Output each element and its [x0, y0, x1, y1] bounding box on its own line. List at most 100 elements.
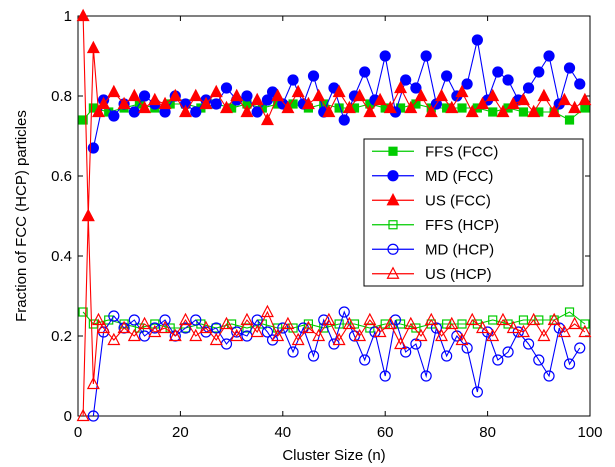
data-point-md-hcp — [563, 358, 576, 370]
x-tick-label: 60 — [377, 424, 394, 441]
data-point-us-hcp — [537, 328, 551, 342]
data-point-md-fcc — [522, 82, 535, 94]
data-point-us-hcp — [496, 312, 510, 326]
data-point-md-hcp — [441, 350, 453, 362]
data-point-md-fcc — [379, 50, 391, 62]
data-point-us-hcp — [148, 324, 162, 338]
data-point-us-fcc — [383, 100, 397, 114]
legend-swatch-marker — [388, 146, 398, 156]
data-point-us-hcp — [219, 316, 233, 330]
y-tick-label: 1 — [64, 8, 72, 25]
data-point-md-hcp — [190, 314, 202, 326]
data-point-us-hcp — [332, 332, 346, 346]
legend-item-ffs-fcc: FFS (FCC) — [372, 143, 498, 160]
data-point-ffs-hcp — [457, 319, 467, 329]
data-point-us-fcc — [250, 92, 264, 106]
data-point-us-fcc — [301, 96, 315, 110]
data-point-us-fcc — [179, 104, 193, 118]
data-point-md-fcc — [441, 70, 453, 82]
data-point-us-fcc — [322, 104, 336, 118]
data-point-us-hcp — [76, 408, 90, 422]
data-point-md-fcc — [492, 66, 504, 78]
legend-label: US (FCC) — [425, 192, 491, 209]
data-point-md-hcp — [492, 354, 504, 366]
data-point-md-hcp — [420, 370, 432, 382]
data-point-us-fcc — [107, 84, 121, 98]
data-point-md-fcc — [574, 78, 586, 90]
data-point-md-hcp — [522, 338, 535, 350]
data-point-us-hcp — [291, 332, 305, 346]
data-point-us-fcc — [578, 92, 592, 106]
data-point-us-fcc — [506, 96, 520, 110]
data-point-us-hcp — [404, 316, 418, 330]
data-point-us-fcc — [475, 96, 489, 110]
data-point-us-fcc — [332, 84, 346, 98]
data-point-md-hcp — [533, 354, 545, 366]
data-point-us-fcc — [342, 100, 356, 114]
series-us-hcp — [76, 208, 592, 422]
data-point-us-hcp — [138, 316, 152, 330]
data-point-us-hcp — [250, 324, 264, 338]
data-point-md-hcp — [543, 370, 555, 382]
data-point-us-hcp — [240, 312, 254, 326]
data-point-us-hcp — [322, 312, 336, 326]
data-point-ffs-hcp — [488, 315, 498, 325]
x-axis-label: Cluster Size (n) — [282, 447, 385, 464]
legend-label: MD (HCP) — [425, 241, 494, 258]
data-point-us-fcc — [291, 84, 305, 98]
data-point-us-fcc — [138, 100, 152, 114]
data-point-md-hcp — [379, 370, 391, 382]
data-point-us-fcc — [271, 88, 285, 102]
data-point-us-hcp — [547, 312, 561, 326]
legend-box — [363, 138, 584, 287]
data-point-us-fcc — [445, 100, 459, 114]
data-point-ffs-hcp — [580, 319, 590, 329]
data-point-md-hcp — [359, 354, 371, 366]
data-point-us-fcc — [76, 8, 90, 22]
data-point-md-fcc — [359, 66, 371, 78]
y-tick-label: 0 — [64, 408, 72, 425]
data-point-us-hcp — [465, 312, 479, 326]
y-tick-label: 0.2 — [51, 328, 72, 345]
data-point-us-hcp — [424, 312, 438, 326]
data-point-md-hcp — [128, 314, 140, 326]
data-point-md-fcc — [461, 78, 473, 90]
data-point-md-fcc — [307, 70, 320, 82]
data-point-us-fcc — [281, 100, 295, 114]
data-point-md-fcc — [210, 98, 222, 110]
legend-label: US (HCP) — [425, 266, 492, 283]
data-point-md-fcc — [128, 106, 140, 118]
data-point-us-hcp — [189, 328, 203, 342]
data-point-us-hcp — [373, 324, 387, 338]
data-point-us-hcp — [158, 320, 172, 334]
data-point-md-fcc — [533, 66, 545, 78]
data-point-us-hcp — [179, 312, 193, 326]
data-point-us-hcp — [475, 320, 489, 334]
legend-swatch-marker — [388, 220, 398, 230]
data-point-md-fcc — [543, 50, 555, 62]
data-point-ffs-fcc — [518, 107, 529, 117]
data-point-us-fcc — [199, 96, 213, 110]
data-point-md-hcp — [307, 350, 320, 362]
data-point-md-fcc — [220, 82, 233, 94]
data-point-ffs-hcp — [518, 315, 529, 325]
legend-swatch-marker — [387, 170, 399, 182]
data-point-us-hcp — [230, 328, 244, 342]
data-point-us-fcc — [414, 88, 428, 102]
y-tick-label: 0.8 — [51, 88, 72, 105]
data-point-md-fcc — [190, 106, 202, 118]
data-point-md-fcc — [108, 110, 120, 122]
data-point-md-fcc — [563, 62, 576, 74]
data-point-us-fcc — [219, 100, 233, 114]
data-point-us-hcp — [271, 328, 285, 342]
data-point-us-fcc — [168, 88, 182, 102]
series-us-fcc — [76, 8, 592, 222]
data-point-us-fcc — [260, 112, 274, 126]
data-point-us-fcc — [547, 104, 561, 118]
data-point-us-hcp — [117, 320, 131, 334]
data-point-us-fcc — [516, 92, 530, 106]
y-tick-label: 0.6 — [51, 168, 72, 185]
data-point-ffs-hcp — [78, 307, 88, 317]
data-point-md-hcp — [261, 326, 274, 338]
